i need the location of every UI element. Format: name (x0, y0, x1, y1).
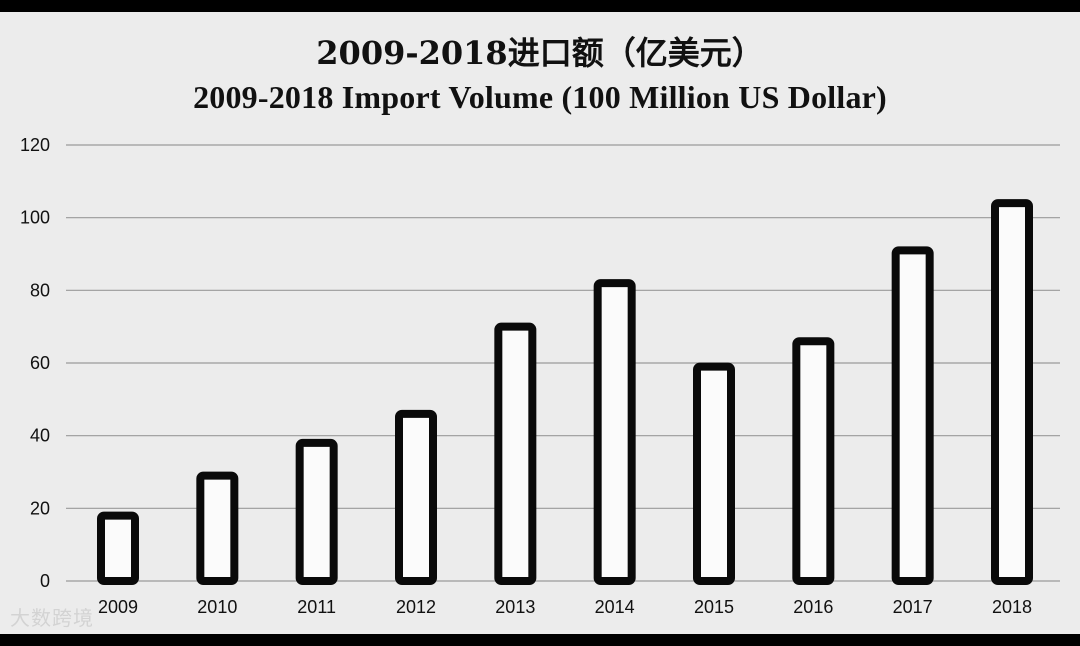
bar-2017 (891, 246, 934, 585)
y-tick-label: 20 (30, 498, 50, 518)
bar-chart: 0 20 40 60 80 100 120 2009 2010 2011 2012 2013 2014 2… (20, 135, 1060, 617)
bar-2015 (693, 362, 735, 585)
bar-2016 (792, 337, 835, 586)
x-tick-label: 2010 (197, 597, 237, 617)
bar-2018 (991, 199, 1033, 585)
x-tick-label: 2015 (694, 597, 734, 617)
x-tick-label: 2016 (793, 597, 833, 617)
bar-2011 (295, 438, 338, 585)
x-tick-label: 2011 (297, 597, 336, 617)
chart-subtitle: 2009-2018 Import Volume (100 Million US … (193, 79, 887, 115)
x-tick-label: 2017 (893, 597, 933, 617)
bar-2010 (196, 471, 239, 585)
x-tick-label: 2018 (992, 597, 1032, 617)
chart-paper: 0 20 40 60 80 100 120 2009 2010 2011 2012 2013 2014 2… (0, 12, 1080, 634)
x-tick-label: 2013 (495, 597, 535, 617)
watermark-logo: 大数跨境 (10, 606, 94, 630)
y-tick-label: 40 (30, 426, 50, 446)
y-tick-label: 100 (20, 208, 50, 228)
y-tick-label: 0 (40, 571, 50, 591)
x-tick-label: 2014 (595, 597, 635, 617)
y-tick-label: 60 (30, 353, 50, 373)
bar-2012 (395, 409, 437, 585)
bar-2009 (97, 511, 139, 586)
x-tick-label: 2012 (396, 597, 436, 617)
x-tick-label: 2009 (98, 597, 138, 617)
chart-title: 2009-2018进口额（亿美元） (316, 34, 764, 72)
y-tick-label: 120 (20, 135, 50, 155)
bar-2013 (494, 322, 537, 585)
bar-2014 (593, 279, 636, 585)
y-tick-label: 80 (30, 280, 50, 300)
